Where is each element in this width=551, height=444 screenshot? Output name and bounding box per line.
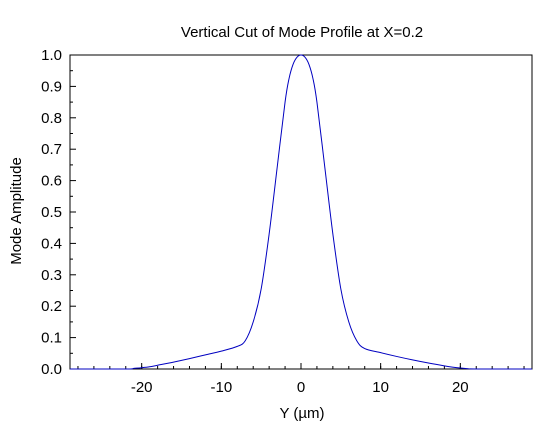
series-line [69,54,533,370]
y-tick-label: 0.4 [41,235,62,252]
series-group [69,54,533,370]
y-tick-label: 1.0 [41,47,62,64]
x-tick-label: -20 [131,379,153,396]
y-tick-label: 0.2 [41,298,62,315]
x-axis-label: Y (µm) [279,405,324,422]
y-tick-label: 0.7 [41,141,62,158]
plot-area-frame [69,54,533,370]
y-tick-label: 0.0 [41,361,62,378]
x-tick-label: 0 [297,379,305,396]
y-tick-label: 0.3 [41,267,62,284]
x-tick-label: -10 [211,379,233,396]
x-tick-label: 20 [452,379,469,396]
y-tick-label: 0.8 [41,110,62,127]
x-tick-label: 10 [372,379,389,396]
chart-title: Vertical Cut of Mode Profile at X=0.2 [181,24,423,41]
y-tick-label: 0.5 [41,204,62,221]
y-axis-label: Mode Amplitude [8,157,25,265]
y-tick-label: 0.9 [41,78,62,95]
x-axis-ticks: -20 -10 0 10 20 [77,363,525,396]
y-tick-label: 0.1 [41,330,62,347]
y-tick-label: 0.6 [41,173,62,190]
y-axis-ticks: 0.0 0.1 0.2 0.3 0.4 0.5 0.6 0.7 0.8 0.9 1.0 [41,47,76,378]
